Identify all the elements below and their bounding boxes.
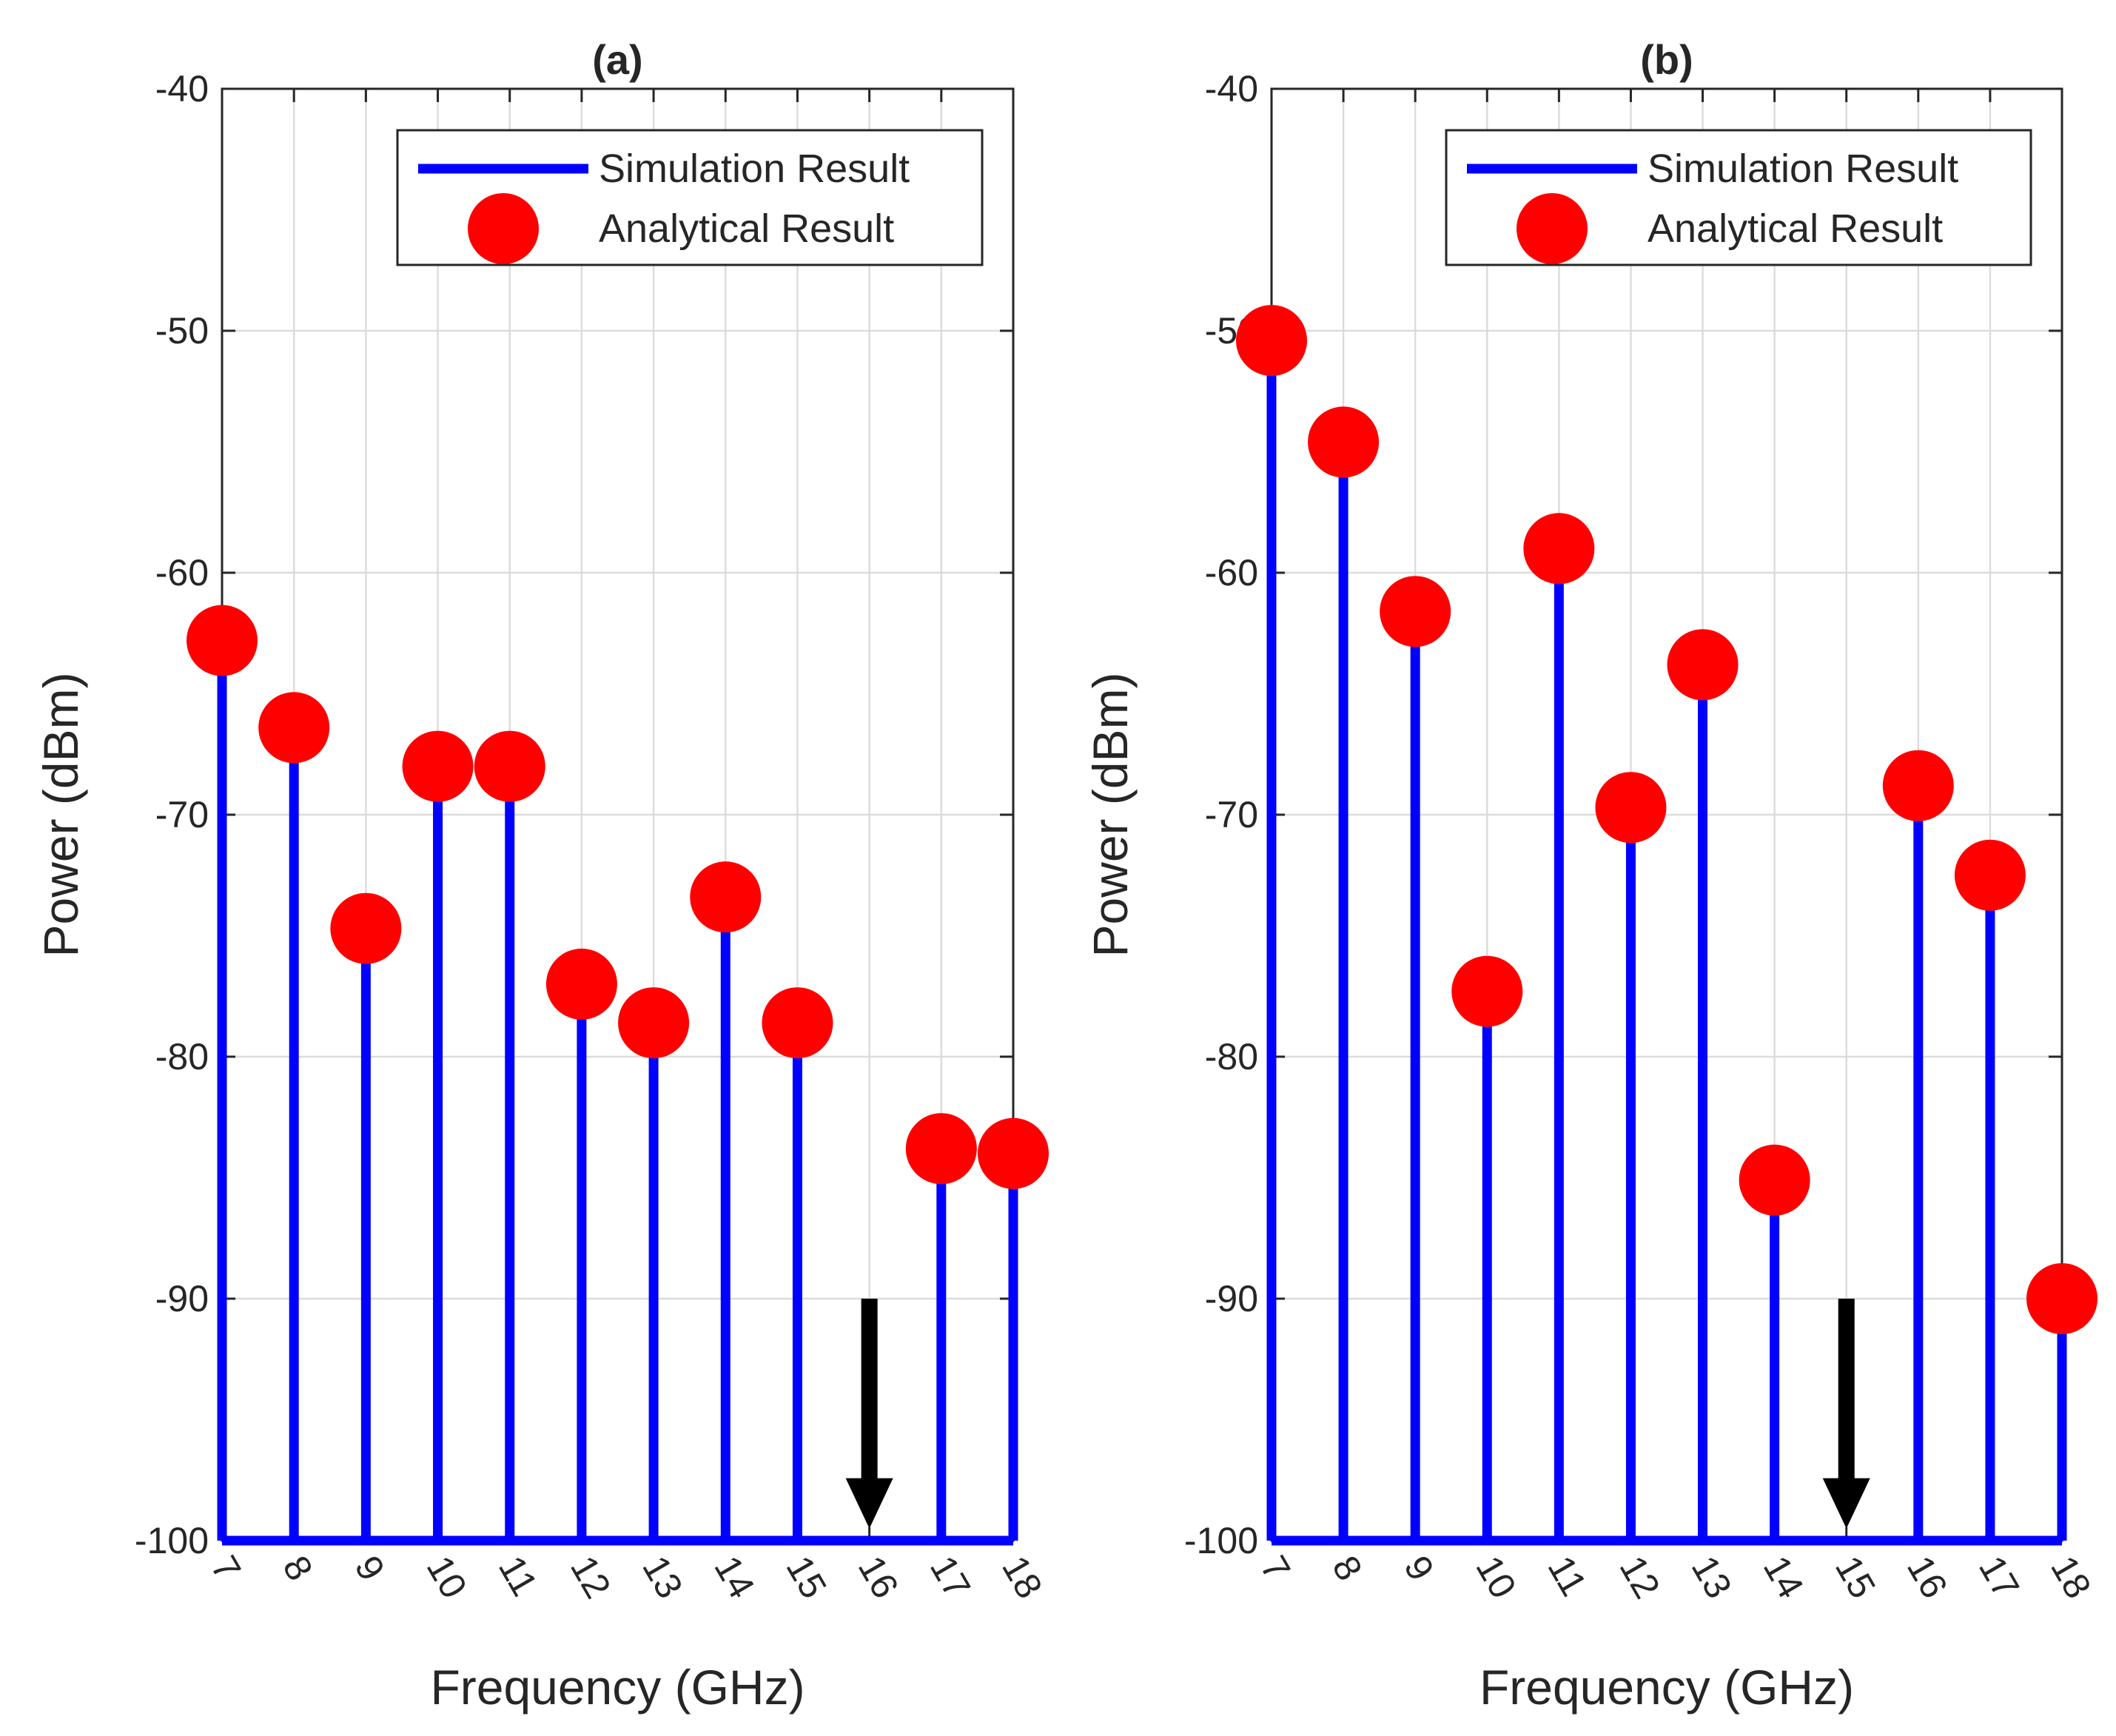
panel-title: (b) [1640, 36, 1693, 83]
analytical-marker [1451, 955, 1523, 1027]
analytical-marker [1954, 839, 2026, 911]
x-tick-label: 14 [706, 1549, 762, 1605]
legend-label-simulation: Simulation Result [599, 147, 910, 191]
y-tick-label: -80 [155, 1036, 209, 1077]
y-tick-label: -90 [1205, 1278, 1258, 1319]
analytical-marker [1523, 513, 1595, 585]
x-tick-label: 10 [1468, 1549, 1524, 1605]
x-tick-label: 12 [562, 1549, 619, 1605]
analytical-marker [618, 987, 690, 1059]
analytical-marker [1236, 305, 1307, 377]
analytical-marker [1739, 1144, 1810, 1216]
x-tick-label: 8 [1324, 1549, 1370, 1587]
x-tick-label: 11 [1539, 1549, 1594, 1603]
y-tick-label: -100 [135, 1520, 209, 1561]
legend-label-simulation: Simulation Result [1648, 147, 1958, 191]
x-axis-label: Frequency (GHz) [1479, 1660, 1854, 1715]
arrow-shaft [1838, 1299, 1855, 1484]
x-tick-label: 14 [1756, 1549, 1812, 1605]
analytical-marker [402, 730, 474, 802]
x-tick-label: 12 [1612, 1549, 1668, 1605]
x-tick-label: 9 [1396, 1549, 1442, 1587]
x-tick-label: 18 [994, 1549, 1050, 1605]
arrow-head [845, 1478, 893, 1529]
y-tick-label: -60 [1205, 552, 1258, 593]
x-tick-label: 11 [491, 1549, 545, 1603]
y-tick-label: -40 [155, 68, 209, 110]
x-tick-label: 10 [419, 1549, 475, 1605]
x-tick-label: 13 [1684, 1549, 1740, 1605]
x-tick-label: 13 [634, 1549, 691, 1605]
analytical-marker [330, 892, 402, 964]
y-axis-label: Power (dBm) [33, 672, 88, 957]
y-tick-label: -70 [155, 794, 209, 835]
legend-marker-swatch [468, 193, 539, 264]
y-axis-label: Power (dBm) [1083, 672, 1138, 957]
x-tick-label: 17 [1971, 1549, 2027, 1605]
y-tick-label: -50 [155, 310, 209, 351]
x-tick-label: 16 [1899, 1549, 1955, 1605]
x-axis-label: Frequency (GHz) [430, 1660, 805, 1715]
analytical-marker [978, 1117, 1049, 1189]
analytical-marker [187, 605, 258, 676]
y-tick-label: -100 [1184, 1520, 1258, 1561]
arrow-shaft [861, 1299, 878, 1484]
arrow-head [1822, 1478, 1870, 1529]
legend-label-analytical: Analytical Result [599, 206, 894, 251]
analytical-marker [762, 987, 833, 1059]
analytical-marker [1667, 629, 1739, 701]
analytical-marker [474, 730, 545, 802]
analytical-marker [905, 1113, 977, 1185]
analytical-marker [1380, 576, 1451, 647]
x-tick-label: 15 [1827, 1549, 1884, 1605]
y-tick-label: -60 [155, 552, 209, 593]
y-tick-label: -40 [1205, 68, 1258, 110]
legend-label-analytical: Analytical Result [1648, 206, 1943, 251]
analytical-marker [2026, 1263, 2097, 1334]
panel-title: (a) [592, 36, 642, 83]
x-tick-label: 9 [346, 1549, 392, 1587]
x-tick-label: 16 [850, 1549, 907, 1605]
x-tick-label: 15 [779, 1549, 835, 1605]
y-tick-label: -70 [1205, 794, 1258, 835]
analytical-marker [1882, 750, 1954, 821]
x-tick-label: 18 [2043, 1549, 2099, 1605]
y-tick-label: -90 [155, 1278, 209, 1319]
legend-marker-swatch [1517, 193, 1588, 264]
analytical-marker [1308, 406, 1380, 478]
x-tick-label: 7 [203, 1549, 249, 1587]
analytical-marker [690, 861, 762, 933]
y-tick-label: -80 [1205, 1036, 1258, 1077]
x-tick-label: 17 [922, 1549, 978, 1605]
x-tick-label: 7 [1252, 1549, 1298, 1587]
analytical-marker [545, 948, 617, 1020]
analytical-marker [258, 692, 330, 764]
x-tick-label: 8 [275, 1549, 320, 1587]
analytical-marker [1595, 772, 1667, 844]
